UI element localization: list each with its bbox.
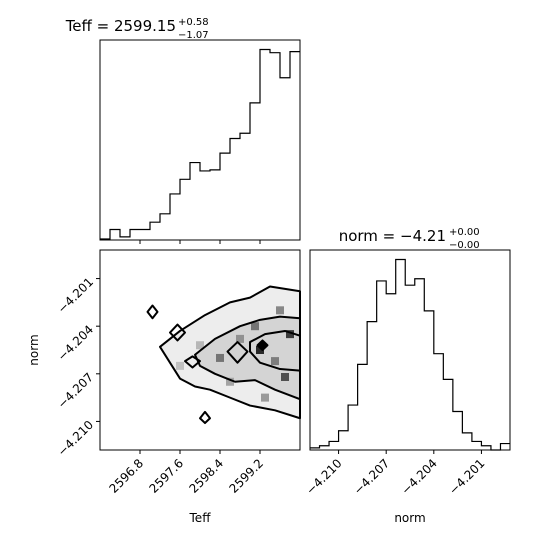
density-x-tick-label: 2599.2	[227, 456, 267, 496]
norm-histogram-x-tick-label: −4.201	[446, 456, 487, 497]
norm-title-upper-error: +0.00	[449, 227, 480, 238]
norm-histogram-x-tick-label: −4.207	[351, 456, 392, 497]
density-cell	[226, 377, 234, 386]
density-cell	[256, 346, 264, 354]
density-y-tick-label: −4.210	[55, 418, 96, 459]
norm-histogram-panel: −4.210 −4.207 −4.204 −4.201	[303, 249, 511, 498]
density-x-tick-label: 2596.8	[107, 456, 147, 496]
density-y-tick-label: −4.207	[55, 370, 96, 411]
norm-histogram-x-tick-label: −4.210	[303, 456, 344, 497]
density-cell	[216, 353, 224, 362]
density-frame	[99, 249, 301, 451]
norm-histogram-step	[310, 258, 510, 451]
density-y-tick-label: −4.204	[55, 322, 96, 363]
norm-title-lower-error: −0.00	[449, 240, 480, 251]
contour-line-8	[199, 410, 211, 425]
density-mid-fill	[195, 316, 300, 400]
x-axis-label-teff: Teff	[189, 511, 212, 525]
teff-title-lower-error: −1.07	[178, 30, 209, 41]
density-x-tick-label: 2597.6	[147, 456, 187, 496]
teff-histogram-step	[100, 48, 300, 240]
density-y-tick-label: −4.201	[55, 275, 96, 316]
density-cell	[281, 372, 289, 381]
norm-histogram-frame	[309, 249, 511, 451]
x-axis-label-norm: norm	[394, 511, 425, 525]
contour-line-7	[184, 355, 201, 369]
teff-norm-density-panel: 2596.8 2597.6 2598.4 2599.2 −4.201 −4.204 −4.2…	[55, 249, 301, 496]
density-x-tick-label: 2598.4	[187, 456, 227, 496]
density-cell	[176, 361, 184, 370]
density-cell	[271, 357, 279, 366]
teff-title-upper-error: +0.58	[178, 17, 209, 28]
density-cell	[261, 393, 269, 402]
density-cell	[276, 306, 284, 315]
norm-histogram-x-tick-label: −4.204	[399, 456, 440, 497]
density-cell	[286, 330, 294, 339]
teff-title: Teff = 2599.15	[65, 17, 176, 35]
density-peak	[258, 341, 267, 350]
y-axis-label-norm: norm	[27, 334, 41, 365]
teff-histogram-panel	[99, 39, 301, 244]
norm-title: norm = −4.21	[339, 227, 446, 245]
contour-line-0	[159, 285, 301, 420]
density-cell	[251, 322, 259, 331]
density-cell	[236, 334, 244, 343]
teff-histogram-frame	[99, 39, 301, 241]
contour-line-3	[169, 323, 186, 342]
density-cell	[196, 341, 204, 350]
contour-line-4	[226, 341, 249, 364]
contour-line-6	[146, 304, 159, 320]
